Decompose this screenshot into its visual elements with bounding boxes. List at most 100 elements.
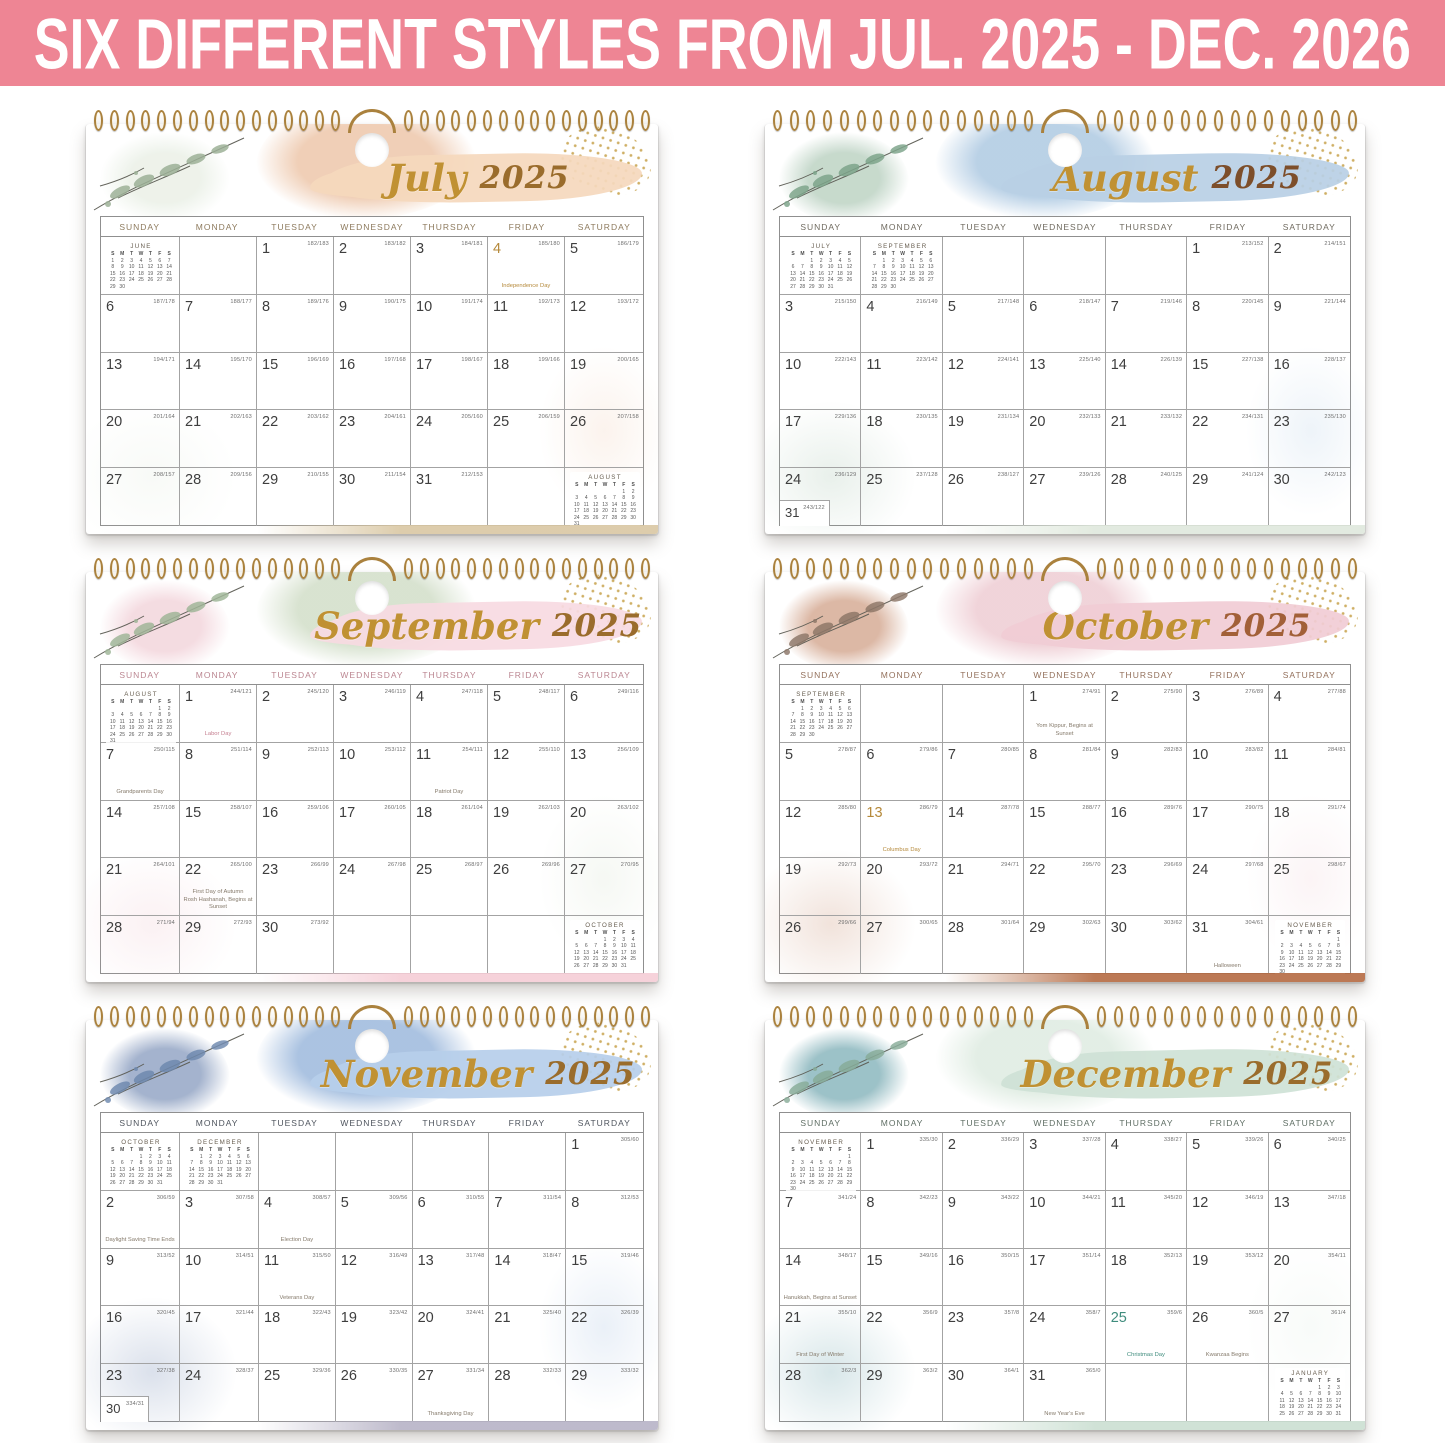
day-number: 21 (947, 862, 964, 879)
day-cell: 3 215/150 (780, 294, 862, 353)
weekday-label: SATURDAY (1282, 669, 1336, 680)
spiral-loop-icon (823, 1006, 833, 1027)
spiral-loop-icon (593, 558, 603, 579)
day-of-year-count: 211/154 (384, 472, 406, 479)
mini-day-number: 12 (128, 718, 135, 725)
day-number: 20 (106, 414, 123, 431)
mini-day-number: 13 (790, 270, 796, 277)
day-number: 2 (1273, 241, 1282, 257)
mini-day-number: 20 (245, 1166, 251, 1173)
day-of-year-count: 197/168 (384, 356, 406, 363)
mini-weekday-label: W (602, 930, 608, 937)
mini-day-number: 16 (630, 501, 636, 508)
mini-day-number: 6 (139, 712, 143, 718)
day-cell: 24 205/160 (411, 410, 488, 469)
mini-day-number: 21 (790, 725, 796, 731)
day-number: 15 (866, 1252, 883, 1269)
holiday-label: Daylight Saving Time Ends (103, 1237, 177, 1245)
holiday-label: Yom Kippur, Begins at Sunset (1026, 723, 1102, 739)
mini-day-number (1315, 937, 1324, 943)
calendars-grid: July 2025 SUNDAY MONDAY TUESDAY WEDNESDAY THUR… (0, 86, 1445, 1436)
day-of-year-count: 241/124 (1241, 472, 1264, 479)
day-number: 6 (570, 689, 579, 705)
day-of-year-count: 333/32 (620, 1368, 639, 1375)
spiral-loop-icon (1147, 1006, 1157, 1027)
day-of-year-count: 216/149 (916, 298, 938, 305)
spiral-loop-icon (856, 1006, 866, 1027)
day-number: 23 (106, 1368, 123, 1385)
day-number: 19 (947, 414, 964, 431)
mini-day-number: 11 (119, 718, 125, 725)
spiral-loop-icon (789, 1006, 799, 1027)
mini-day-number: 29 (138, 1179, 144, 1186)
spiral-loop-icon (251, 558, 261, 579)
mini-day-number: 11 (809, 1166, 815, 1173)
day-of-year-count: 273/92 (310, 920, 329, 927)
spiral-loop-icon (956, 558, 966, 579)
weekday-label: THURSDAY (422, 1117, 477, 1128)
mini-day-number: 8 (1318, 1391, 1322, 1398)
mini-day-number: 4 (139, 257, 143, 264)
spiral-loop-icon (330, 558, 340, 579)
day-number: 15 (185, 804, 202, 821)
mini-day-number: 7 (873, 264, 876, 270)
day-of-year-count: 281/84 (1082, 746, 1101, 753)
spiral-loop-icon (561, 558, 571, 579)
mini-calendar-grid: S M T W T F S 1 2 3 4 5 6 7 8 9 10 11 12 13 14 15 16 17 18 19 20 21… (1277, 930, 1343, 975)
mini-weekday-label: T (1318, 930, 1322, 937)
mini-day-number: 17 (217, 1166, 223, 1173)
mini-weekday-label: M (881, 251, 886, 257)
day-cell: 19 200/165 (565, 353, 643, 411)
spiral-loop-icon (1247, 110, 1257, 131)
weekday-header-row: SUNDAY MONDAY TUESDAY WEDNESDAY THURSDAY FRID… (101, 665, 643, 685)
day-number: 16 (339, 356, 356, 373)
day-cell: 20 293/72 (861, 858, 943, 917)
day-of-year-count: 237/128 (916, 472, 938, 479)
mini-day-number: 2 (631, 488, 635, 495)
month-grid: SUNDAY MONDAY TUESDAY WEDNESDAY THURSDAY FRID… (86, 216, 658, 534)
mini-day-number (591, 489, 600, 495)
weeks-grid: AUGUST S M T W T F S 1 2 3 4 5 6 7 8 9 10 11 12 13 14 15 16 17 18… (101, 685, 643, 974)
spiral-loop-icon (1297, 1006, 1307, 1027)
spiral-loop-icon (1197, 1006, 1207, 1027)
day-cell: 12 224/141 (942, 352, 1025, 411)
mini-day-number: 10 (620, 943, 627, 950)
day-cell: 30 273/92 (257, 916, 334, 974)
mini-calendar-grid: S M T W T F S 1 2 3 4 5 6 7 8 9 10 11 12 13 14 15 16 17 18 19 20 21… (788, 251, 854, 290)
weekday-header-row: SUNDAY MONDAY TUESDAY WEDNESDAY THURSDAY FRID… (780, 665, 1350, 685)
day-number: 10 (185, 1252, 202, 1269)
mini-weekday-label: T (829, 251, 833, 257)
day-of-year-count: 193/172 (617, 298, 639, 305)
mini-day-number: 28 (611, 514, 618, 521)
day-of-year-count: 362/3 (841, 1368, 857, 1375)
mini-day-number: 14 (871, 270, 878, 277)
day-of-year-count: 301/64 (1000, 920, 1020, 927)
mini-weekday-label: T (594, 930, 598, 937)
mini-day-number: 3 (218, 1153, 222, 1160)
day-number: 10 (1192, 746, 1209, 763)
spiral-loop-icon (204, 558, 214, 579)
mini-weekday-label: S (872, 251, 877, 257)
mini-day-number (1287, 1385, 1296, 1391)
holiday-line: Labor Day (204, 730, 232, 737)
mini-weekday-label: S (111, 1147, 115, 1153)
month-grid: SUNDAY MONDAY TUESDAY WEDNESDAY THURSDAY FRID… (86, 1112, 658, 1430)
day-cell: 2 306/59 Daylight Saving Time Ends (101, 1190, 180, 1249)
day-of-year-count: 267/98 (387, 862, 406, 869)
mini-day-number: 11 (837, 264, 843, 270)
mini-day-number: 28 (790, 731, 796, 738)
mini-day-number: 29 (881, 283, 887, 290)
spiral-loop-icon (482, 110, 492, 131)
mini-day-number (926, 284, 935, 290)
day-cell: 6 279/86 (861, 742, 943, 801)
mini-day-number (1296, 937, 1305, 943)
day-of-year-count: 222/143 (834, 356, 857, 363)
leaf-branch-icon (772, 585, 924, 659)
day-cell: 18 230/135 (861, 410, 943, 469)
mini-day-number (591, 937, 600, 943)
mini-day-number: 15 (620, 501, 627, 508)
mini-day-number: 31 (1335, 1410, 1342, 1417)
mini-day-number: 30 (119, 283, 125, 290)
spiral-loop-icon (315, 558, 325, 579)
day-of-year-count: 205/160 (461, 414, 483, 421)
